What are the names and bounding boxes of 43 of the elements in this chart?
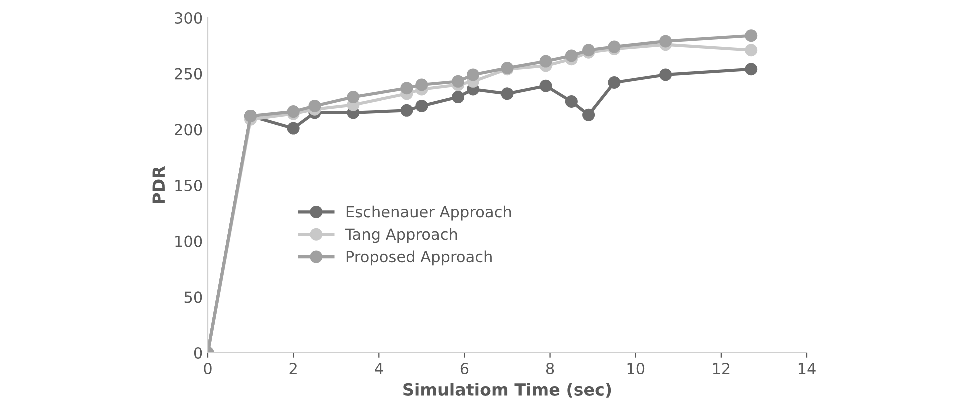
x-tick-label: 8 bbox=[546, 362, 554, 375]
point bbox=[660, 35, 672, 48]
y-tick-label: 300 bbox=[175, 12, 202, 24]
x-tick-label: 14 bbox=[798, 363, 816, 374]
y-axis-title: PDR bbox=[152, 166, 165, 204]
point bbox=[400, 104, 414, 117]
point bbox=[416, 78, 428, 92]
point bbox=[565, 50, 578, 62]
y-tick-label: 50 bbox=[184, 292, 202, 304]
point bbox=[308, 100, 322, 112]
x-axis-title: Simulatiom Time (sec) bbox=[404, 383, 612, 398]
x-tick-label: 0 bbox=[204, 362, 212, 375]
y-tick-label: 200 bbox=[175, 124, 202, 136]
y-tick-label: 100 bbox=[176, 236, 202, 248]
point bbox=[660, 68, 672, 82]
y-tick-label: 250 bbox=[175, 68, 202, 80]
point bbox=[565, 96, 578, 108]
point bbox=[540, 80, 552, 92]
point bbox=[745, 44, 758, 57]
point bbox=[745, 30, 758, 42]
legend-label: Proposed Approach bbox=[346, 250, 492, 266]
point bbox=[608, 40, 621, 54]
point bbox=[467, 68, 480, 82]
x-tick-label: 12 bbox=[713, 362, 730, 374]
point bbox=[608, 76, 621, 90]
point bbox=[452, 75, 465, 88]
x-tick-label: 4 bbox=[375, 363, 384, 374]
point bbox=[347, 91, 360, 104]
point bbox=[416, 100, 428, 112]
legend-label: Tang Approach bbox=[345, 228, 458, 244]
legend-label: Eschenauer Approach bbox=[346, 206, 512, 221]
point bbox=[452, 91, 465, 104]
y-tick-label: 0 bbox=[194, 347, 202, 360]
point bbox=[582, 108, 596, 122]
x-tick-label: 10 bbox=[628, 362, 645, 375]
y-tick-label: 150 bbox=[176, 180, 202, 192]
point bbox=[287, 122, 300, 135]
x-tick-label: 2 bbox=[290, 362, 297, 374]
point bbox=[540, 55, 552, 68]
point bbox=[501, 88, 514, 100]
point bbox=[400, 82, 414, 95]
x-tick-label: 6 bbox=[460, 362, 469, 375]
point bbox=[745, 63, 758, 76]
